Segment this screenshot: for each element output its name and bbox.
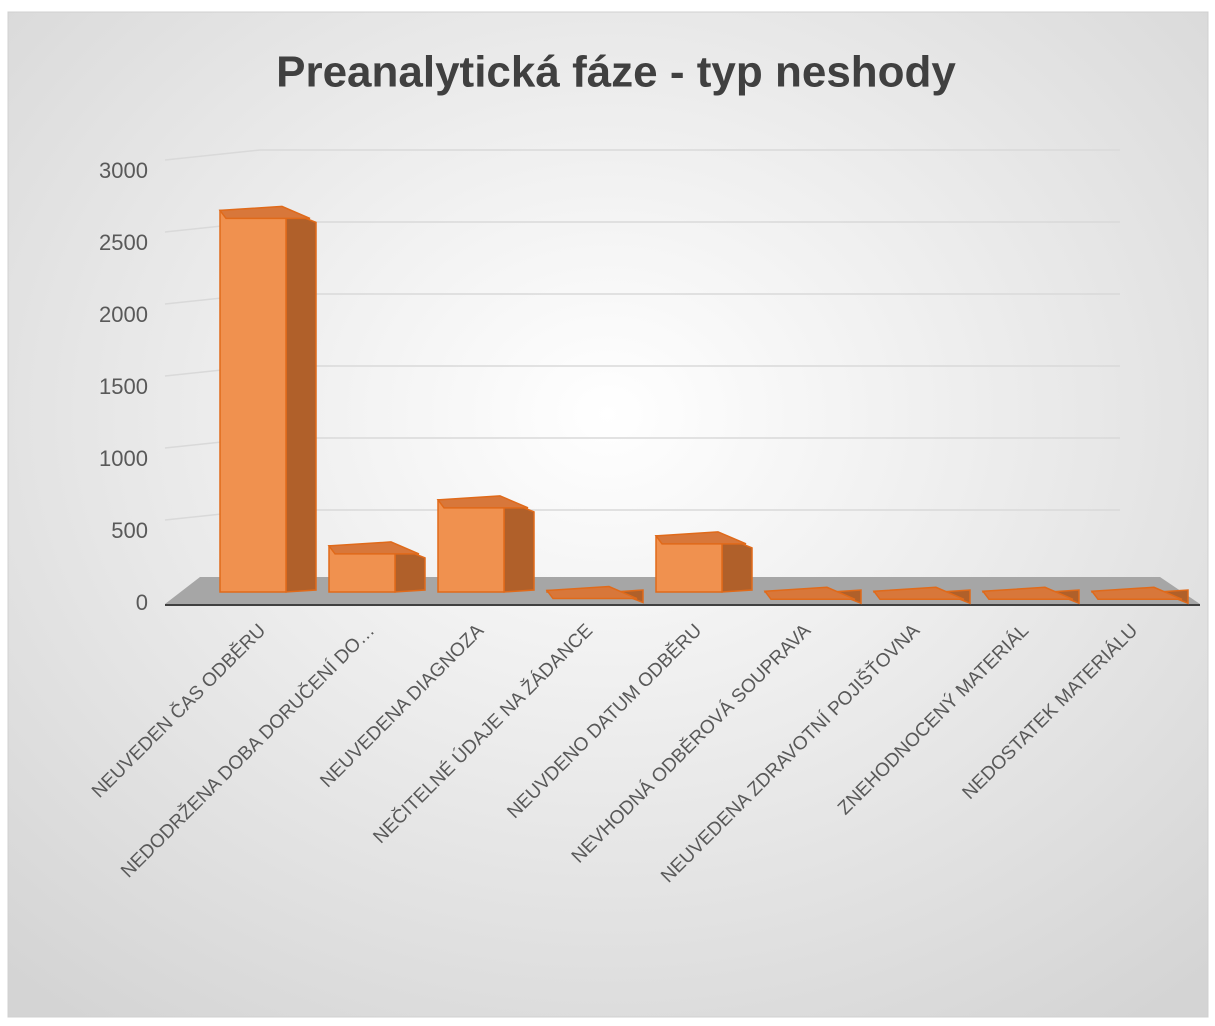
- bar-front: [437, 499, 505, 593]
- bar-top: [1090, 586, 1183, 601]
- bar-side: [285, 209, 317, 593]
- y-tick-label: 500: [111, 518, 148, 543]
- bar-top: [872, 586, 965, 601]
- bar: [1090, 586, 1189, 605]
- bar: [981, 586, 1080, 605]
- bar-top: [763, 586, 856, 601]
- chart-title: Preanalytická fáze - typ neshody: [276, 48, 956, 97]
- bar-side: [503, 498, 535, 593]
- y-tick-label: 2500: [99, 230, 148, 255]
- bar-top: [218, 205, 311, 220]
- bar-front: [219, 209, 287, 593]
- bar: [872, 586, 971, 605]
- bar-top: [327, 541, 420, 555]
- bar-top: [981, 586, 1074, 601]
- bar-top: [436, 495, 529, 509]
- y-tick-label: 2000: [99, 302, 148, 327]
- chart-area: [7, 11, 1209, 1018]
- y-tick-label: 1000: [99, 446, 148, 471]
- y-tick-label: 1500: [99, 374, 148, 399]
- grid-line: [164, 149, 1120, 161]
- bar: [327, 541, 426, 593]
- y-tick-label: 3000: [99, 158, 148, 183]
- bar: [218, 205, 317, 593]
- bar: [654, 531, 753, 593]
- bar: [545, 585, 644, 604]
- bar-top: [654, 531, 747, 545]
- bar: [763, 586, 862, 605]
- bar: [436, 495, 535, 593]
- y-tick-label: 0: [136, 590, 148, 615]
- bar-top: [545, 585, 638, 600]
